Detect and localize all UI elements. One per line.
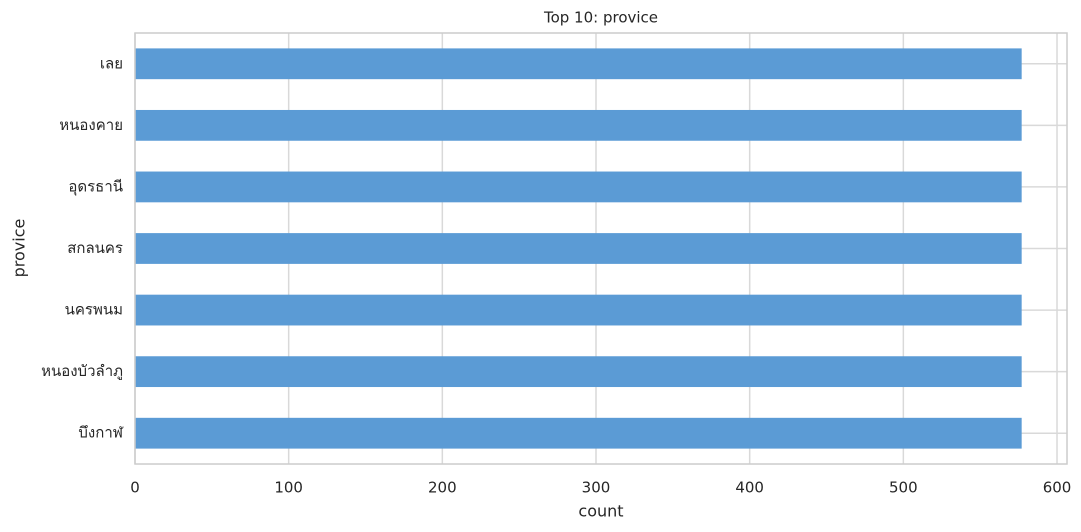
- x-tick-label: 400: [735, 479, 764, 497]
- bar: [135, 48, 1022, 80]
- x-axis-label: count: [578, 502, 623, 521]
- chart-title: Top 10: provice: [543, 9, 658, 27]
- y-tick-label: สกลนคร: [67, 239, 123, 257]
- bar: [135, 417, 1022, 449]
- x-tick-label: 600: [1043, 479, 1072, 497]
- y-tick-label: หนองคาย: [59, 116, 123, 134]
- bar: [135, 356, 1022, 388]
- bar: [135, 171, 1022, 203]
- y-tick-label: หนองบัวลำภู: [41, 362, 123, 380]
- x-tick-label: 300: [582, 479, 611, 497]
- y-axis-label: provice: [10, 219, 29, 278]
- x-tick-label: 500: [889, 479, 918, 497]
- bar: [135, 109, 1022, 141]
- bar: [135, 233, 1022, 264]
- y-tick-label: นครพนม: [65, 301, 123, 319]
- y-tick-label: บึงกาฬ: [78, 424, 123, 442]
- bar: [135, 294, 1022, 326]
- x-tick-label: 100: [274, 479, 303, 497]
- y-tick-label: อุดรธานี: [68, 177, 123, 196]
- x-tick-label: 200: [428, 479, 457, 497]
- x-tick-label: 0: [130, 479, 140, 497]
- y-tick-label: เลย: [100, 54, 123, 72]
- plot-frame: [134, 32, 1068, 465]
